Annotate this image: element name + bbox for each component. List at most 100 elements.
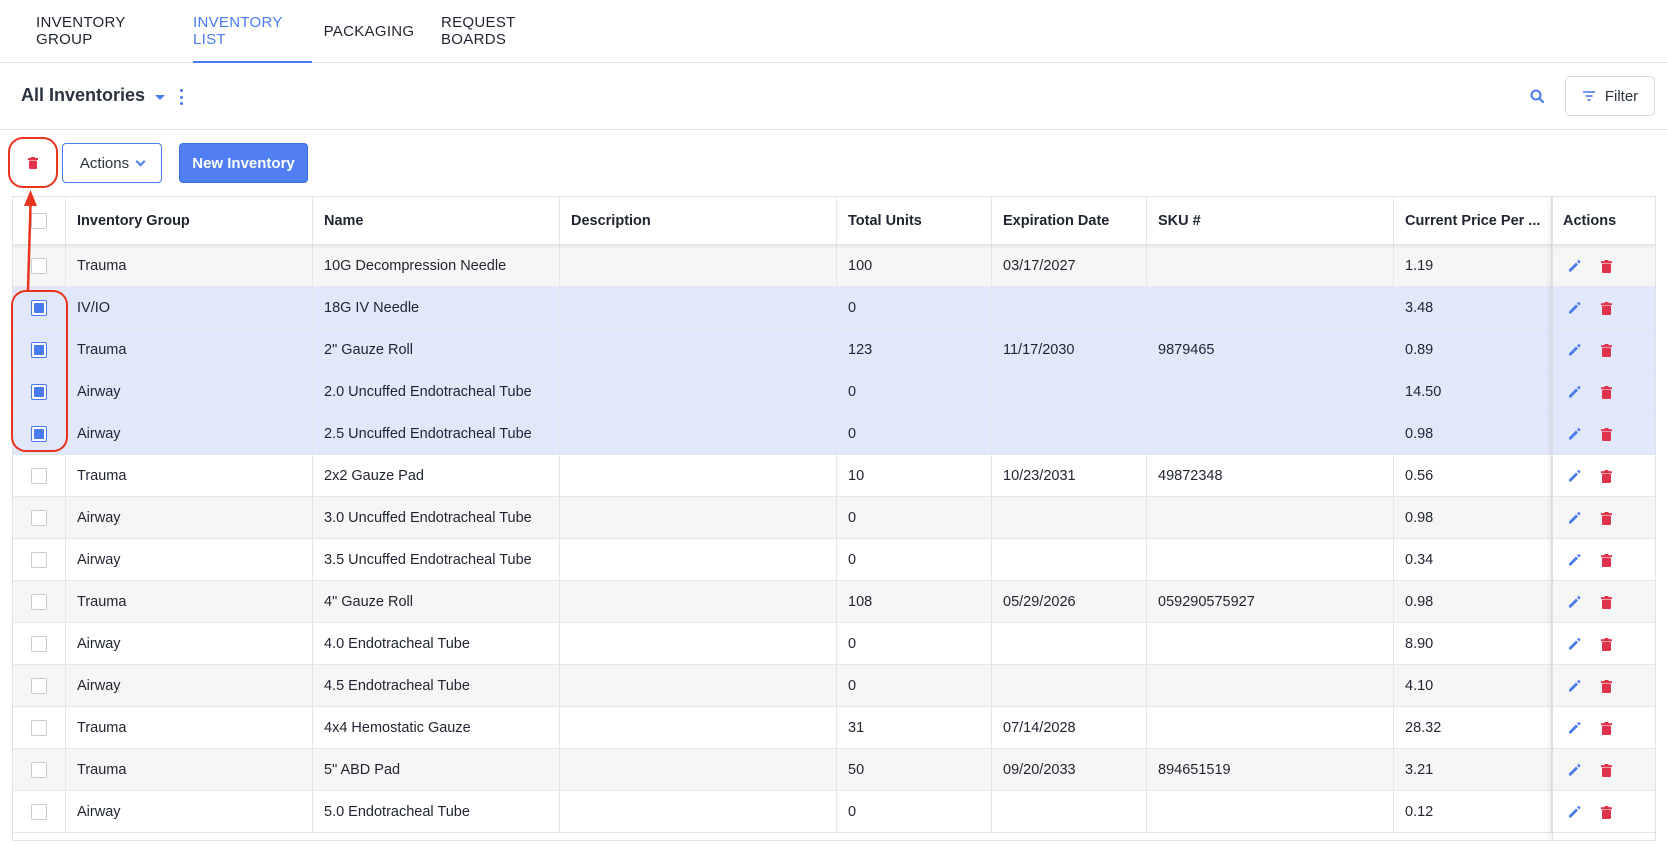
- row-select-cell: [13, 749, 66, 791]
- row-checkbox[interactable]: [31, 300, 47, 316]
- row-actions: [1552, 581, 1655, 623]
- trash-icon: [1600, 721, 1612, 735]
- delete-button[interactable]: [1597, 509, 1615, 527]
- row-select-cell: [13, 581, 66, 623]
- edit-button[interactable]: [1565, 467, 1583, 485]
- table-row[interactable]: Trauma 5" ABD Pad 50 09/20/2033 894651519 3.2…: [13, 749, 1655, 791]
- cell-price: 0.12: [1394, 791, 1552, 833]
- cell-price: 8.90: [1394, 623, 1552, 665]
- column-header-price[interactable]: Current Price Per ...: [1394, 197, 1552, 245]
- cell-name: 2.0 Uncuffed Endotracheal Tube: [313, 371, 560, 413]
- edit-button[interactable]: [1565, 509, 1583, 527]
- kebab-icon[interactable]: [177, 89, 185, 105]
- cell-price: 0.98: [1394, 413, 1552, 455]
- edit-button[interactable]: [1565, 299, 1583, 317]
- delete-button[interactable]: [1597, 425, 1615, 443]
- edit-button[interactable]: [1565, 761, 1583, 779]
- table-row[interactable]: Trauma 10G Decompression Needle 100 03/17/2…: [13, 245, 1655, 287]
- table-row[interactable]: Trauma 4" Gauze Roll 108 05/29/2026 05929057…: [13, 581, 1655, 623]
- row-checkbox[interactable]: [31, 384, 47, 400]
- cell-group: Airway: [66, 497, 313, 539]
- row-checkbox[interactable]: [31, 426, 47, 442]
- search-button[interactable]: [1528, 87, 1548, 107]
- delete-button[interactable]: [1597, 803, 1615, 821]
- table-row[interactable]: Airway 2.5 Uncuffed Endotracheal Tube 0 0.9…: [13, 413, 1655, 455]
- delete-button[interactable]: [1597, 257, 1615, 275]
- column-header-name[interactable]: Name: [313, 197, 560, 245]
- delete-button[interactable]: [1597, 761, 1615, 779]
- edit-button[interactable]: [1565, 341, 1583, 359]
- table-row[interactable]: Airway 2.0 Uncuffed Endotracheal Tube 0 14.…: [13, 371, 1655, 413]
- filter-button[interactable]: Filter: [1565, 76, 1655, 116]
- column-header-expiration-date[interactable]: Expiration Date: [992, 197, 1147, 245]
- column-header-inventory-group[interactable]: Inventory Group: [66, 197, 313, 245]
- row-checkbox[interactable]: [31, 258, 47, 274]
- row-checkbox[interactable]: [31, 804, 47, 820]
- delete-button[interactable]: [1597, 551, 1615, 569]
- row-checkbox[interactable]: [31, 636, 47, 652]
- cell-units: 123: [837, 329, 992, 371]
- tab-inventory-group[interactable]: INVENTORY GROUP: [36, 14, 126, 48]
- row-checkbox[interactable]: [31, 762, 47, 778]
- row-checkbox[interactable]: [31, 468, 47, 484]
- bulk-delete-button[interactable]: [12, 140, 54, 186]
- row-select-cell: [13, 329, 66, 371]
- delete-button[interactable]: [1597, 299, 1615, 317]
- delete-button[interactable]: [1597, 383, 1615, 401]
- edit-button[interactable]: [1565, 803, 1583, 821]
- view-selector[interactable]: All Inventories: [21, 85, 166, 106]
- delete-button[interactable]: [1597, 677, 1615, 695]
- edit-button[interactable]: [1565, 677, 1583, 695]
- edit-button[interactable]: [1565, 593, 1583, 611]
- cell-expiration: 03/17/2027: [992, 245, 1147, 287]
- delete-button[interactable]: [1597, 467, 1615, 485]
- delete-button[interactable]: [1597, 593, 1615, 611]
- column-header-description[interactable]: Description: [560, 197, 837, 245]
- cell-units: 10: [837, 455, 992, 497]
- edit-button[interactable]: [1565, 635, 1583, 653]
- delete-button[interactable]: [1597, 719, 1615, 737]
- row-checkbox[interactable]: [31, 594, 47, 610]
- delete-button[interactable]: [1597, 341, 1615, 359]
- cell-description: [560, 287, 837, 329]
- cell-expiration: [992, 287, 1147, 329]
- edit-button[interactable]: [1565, 425, 1583, 443]
- edit-button[interactable]: [1565, 719, 1583, 737]
- pencil-icon: [1569, 512, 1581, 524]
- delete-button[interactable]: [1597, 635, 1615, 653]
- cell-price: 0.56: [1394, 455, 1552, 497]
- edit-button[interactable]: [1565, 383, 1583, 401]
- table-row[interactable]: Trauma 2" Gauze Roll 123 11/17/2030 9879465 0…: [13, 329, 1655, 371]
- row-checkbox[interactable]: [31, 720, 47, 736]
- cell-description: [560, 665, 837, 707]
- cell-name: 4" Gauze Roll: [313, 581, 560, 623]
- column-header-total-units[interactable]: Total Units: [837, 197, 992, 245]
- actions-dropdown[interactable]: Actions: [62, 143, 162, 183]
- tab-packaging[interactable]: PACKAGING: [323, 22, 415, 40]
- cell-name: 3.0 Uncuffed Endotracheal Tube: [313, 497, 560, 539]
- table-row[interactable]: Trauma 2x2 Gauze Pad 10 10/23/2031 49872348 0…: [13, 455, 1655, 497]
- table-row[interactable]: Airway 3.0 Uncuffed Endotracheal Tube 0 0.9…: [13, 497, 1655, 539]
- search-icon: [1530, 89, 1545, 104]
- table-row[interactable]: Airway 3.5 Uncuffed Endotracheal Tube 0 0.3…: [13, 539, 1655, 581]
- tab-request-boards[interactable]: REQUEST BOARDS: [441, 14, 516, 48]
- pencil-icon: [1569, 302, 1581, 314]
- pencil-icon: [1569, 764, 1581, 776]
- row-checkbox[interactable]: [31, 678, 47, 694]
- cell-units: 100: [837, 245, 992, 287]
- column-header-sku[interactable]: SKU #: [1147, 197, 1394, 245]
- row-select-cell: [13, 791, 66, 833]
- table-row[interactable]: Airway 4.0 Endotracheal Tube 0 8.90: [13, 623, 1655, 665]
- select-all-checkbox[interactable]: [31, 213, 47, 229]
- row-checkbox[interactable]: [31, 510, 47, 526]
- new-inventory-button[interactable]: New Inventory: [179, 143, 308, 183]
- edit-button[interactable]: [1565, 551, 1583, 569]
- table-row[interactable]: Airway 5.0 Endotracheal Tube 0 0.12: [13, 791, 1655, 833]
- tab-inventory-list[interactable]: INVENTORY LIST: [193, 0, 312, 63]
- edit-button[interactable]: [1565, 257, 1583, 275]
- table-row[interactable]: IV/IO 18G IV Needle 0 3.48: [13, 287, 1655, 329]
- table-row[interactable]: Trauma 4x4 Hemostatic Gauze 31 07/14/2028 28…: [13, 707, 1655, 749]
- row-checkbox[interactable]: [31, 552, 47, 568]
- row-checkbox[interactable]: [31, 342, 47, 358]
- table-row[interactable]: Airway 4.5 Endotracheal Tube 0 4.10: [13, 665, 1655, 707]
